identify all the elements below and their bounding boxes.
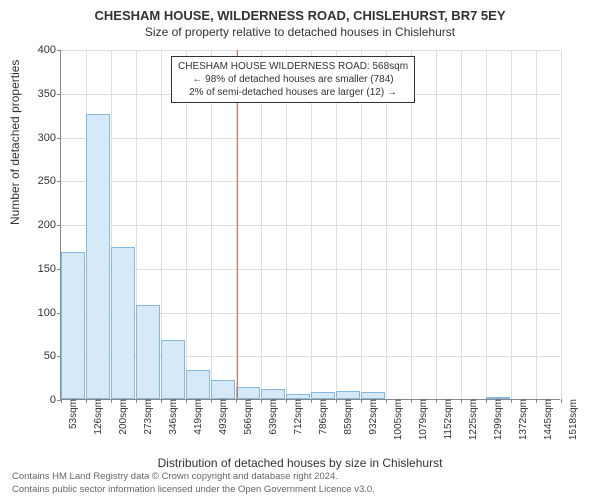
ytick-label: 400: [38, 44, 61, 56]
xtick-mark: [236, 399, 237, 403]
xtick-mark: [136, 399, 137, 403]
xtick-label: 273sqm: [139, 399, 154, 435]
annotation-box: CHESHAM HOUSE WILDERNESS ROAD: 568sqm ← …: [171, 56, 415, 103]
xtick-label: 1152sqm: [439, 399, 454, 439]
histogram-bar: [211, 380, 235, 399]
vgridline: [461, 50, 462, 399]
xtick-mark: [486, 399, 487, 403]
chart-title: CHESHAM HOUSE, WILDERNESS ROAD, CHISLEHU…: [0, 0, 600, 23]
ytick-label: 100: [38, 307, 61, 319]
chart-subtitle: Size of property relative to detached ho…: [0, 23, 600, 39]
x-axis-label: Distribution of detached houses by size …: [0, 456, 600, 470]
xtick-mark: [461, 399, 462, 403]
xtick-label: 493sqm: [214, 399, 229, 435]
attribution: Contains HM Land Registry data © Crown c…: [12, 471, 375, 496]
attribution-line2: Contains public sector information licen…: [12, 484, 375, 496]
xtick-mark: [111, 399, 112, 403]
y-axis-label: Number of detached properties: [8, 60, 22, 225]
annotation-line3: 2% of semi-detached houses are larger (1…: [178, 86, 408, 99]
histogram-bar: [286, 394, 310, 399]
xtick-label: 346sqm: [164, 399, 179, 435]
xtick-mark: [511, 399, 512, 403]
xtick-label: 1445sqm: [539, 399, 554, 440]
xtick-mark: [436, 399, 437, 403]
histogram-bar: [86, 114, 110, 399]
vgridline: [561, 50, 562, 399]
xtick-mark: [261, 399, 262, 403]
xtick-mark: [311, 399, 312, 403]
xtick-label: 786sqm: [314, 399, 329, 435]
xtick-mark: [86, 399, 87, 403]
xtick-label: 1005sqm: [389, 399, 404, 440]
xtick-mark: [411, 399, 412, 403]
vgridline: [536, 50, 537, 399]
annotation-line1: CHESHAM HOUSE WILDERNESS ROAD: 568sqm: [178, 60, 408, 73]
histogram-bar: [236, 387, 260, 399]
vgridline: [486, 50, 487, 399]
histogram-bar: [61, 252, 85, 399]
xtick-label: 200sqm: [114, 399, 129, 435]
xtick-label: 639sqm: [264, 399, 279, 435]
ytick-label: 300: [38, 132, 61, 144]
ytick-label: 200: [38, 219, 61, 231]
attribution-line1: Contains HM Land Registry data © Crown c…: [12, 471, 375, 483]
xtick-label: 932sqm: [364, 399, 379, 435]
xtick-mark: [361, 399, 362, 403]
xtick-label: 1372sqm: [514, 399, 529, 440]
histogram-bar: [361, 392, 385, 399]
vgridline: [436, 50, 437, 399]
vgridline: [511, 50, 512, 399]
xtick-label: 1299sqm: [489, 399, 504, 440]
xtick-label: 53sqm: [64, 399, 79, 429]
xtick-mark: [536, 399, 537, 403]
xtick-label: 859sqm: [339, 399, 354, 435]
xtick-mark: [386, 399, 387, 403]
xtick-label: 419sqm: [189, 399, 204, 435]
histogram-bar: [261, 389, 285, 399]
histogram-bar: [136, 305, 160, 400]
histogram-bar: [336, 391, 360, 399]
histogram-bar: [161, 340, 185, 400]
ytick-label: 50: [44, 350, 61, 362]
xtick-mark: [561, 399, 562, 403]
xtick-mark: [286, 399, 287, 403]
xtick-mark: [336, 399, 337, 403]
histogram-bar: [186, 370, 210, 399]
xtick-label: 1518sqm: [564, 399, 579, 440]
histogram-bar: [311, 392, 335, 399]
xtick-mark: [161, 399, 162, 403]
annotation-line2: ← 98% of detached houses are smaller (78…: [178, 73, 408, 86]
xtick-mark: [186, 399, 187, 403]
ytick-label: 250: [38, 175, 61, 187]
xtick-mark: [61, 399, 62, 403]
xtick-label: 566sqm: [239, 399, 254, 435]
ytick-label: 350: [38, 88, 61, 100]
histogram-bar: [111, 247, 135, 399]
ytick-label: 150: [38, 263, 61, 275]
xtick-label: 1079sqm: [414, 399, 429, 440]
plot-area: 05010015020025030035040053sqm126sqm200sq…: [60, 50, 560, 400]
ytick-label: 0: [50, 394, 61, 406]
chart-container: CHESHAM HOUSE, WILDERNESS ROAD, CHISLEHU…: [0, 0, 600, 500]
xtick-mark: [211, 399, 212, 403]
histogram-bar: [486, 397, 510, 399]
xtick-label: 1225sqm: [464, 399, 479, 440]
xtick-label: 712sqm: [289, 399, 304, 435]
xtick-label: 126sqm: [89, 399, 104, 435]
